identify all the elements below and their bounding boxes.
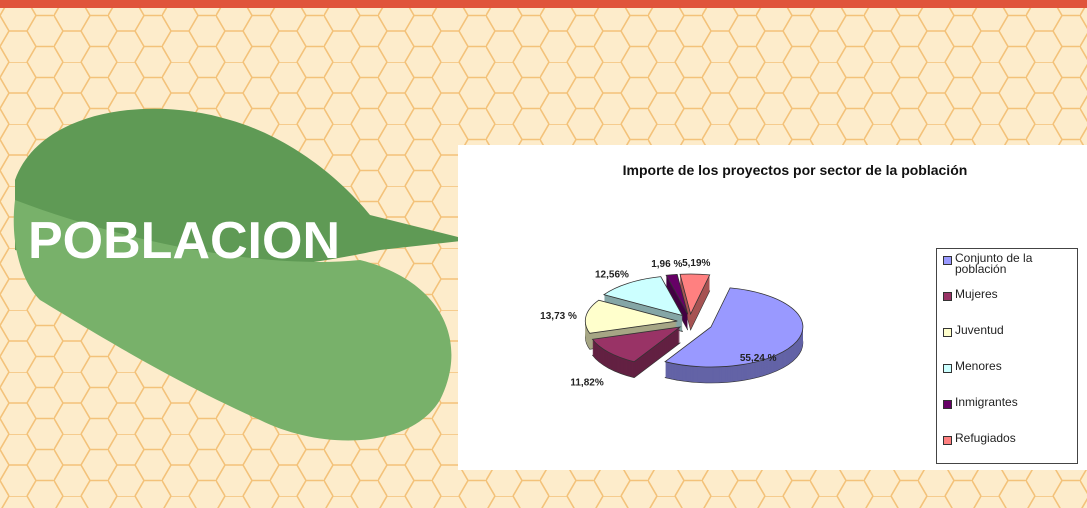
data-label: 1,96 % [651,259,682,270]
slice-side [666,278,688,319]
pie-slice [603,276,684,317]
data-label: 12,56% [595,270,629,281]
slice-side [666,284,688,325]
pie-slice [664,287,804,368]
slice-side [666,279,688,320]
pie-slice [665,273,689,315]
legend-swatch [943,328,952,337]
legend-entry: Mujeres [943,287,1071,325]
pie: 55,24 % 11,82% 13,73 % 12,56% 1,96 % 5,19% [540,258,804,389]
pie-slice [679,273,711,316]
data-label: 13,73 % [540,311,577,322]
leaf-dark [15,108,470,271]
slice-side [666,280,688,321]
legend-swatch [943,256,952,265]
legend-label: Menores [955,359,1002,373]
slice-side [666,277,688,318]
legend-entry: Conjunto de la población [943,251,1071,289]
legend-swatch [943,364,952,373]
legend-entry: Menores [943,359,1071,397]
pie-slice [591,326,682,363]
legend-entry: Refugiados [943,431,1071,469]
slice-side [666,281,688,322]
legend-label: Juventud [955,323,1004,337]
legend-entry: Inmigrantes [943,395,1071,433]
pie-slice [584,299,678,334]
slice-side [666,282,688,323]
top-bar [0,0,1087,8]
slice-side [666,276,688,317]
data-label: 55,24 % [740,353,777,364]
data-label: 11,82% [570,378,603,389]
legend-entry: Juventud [943,323,1071,361]
slide-title: POBLACION [28,212,340,270]
legend-swatch [943,400,952,409]
legend-label: Refugiados [955,431,1016,445]
chart-title: Importe de los proyectos por sector de l… [623,162,968,178]
legend-label: Conjunto de la población [955,251,1033,276]
legend: Conjunto de la población Mujeres Juventud M… [936,248,1078,464]
slice-side [666,283,688,324]
legend-swatch [943,436,952,445]
legend-swatch [943,292,952,301]
legend-label: Mujeres [955,287,998,301]
data-label: 5,19% [682,258,710,269]
leaf-light [13,200,452,441]
legend-label: Inmigrantes [955,395,1018,409]
